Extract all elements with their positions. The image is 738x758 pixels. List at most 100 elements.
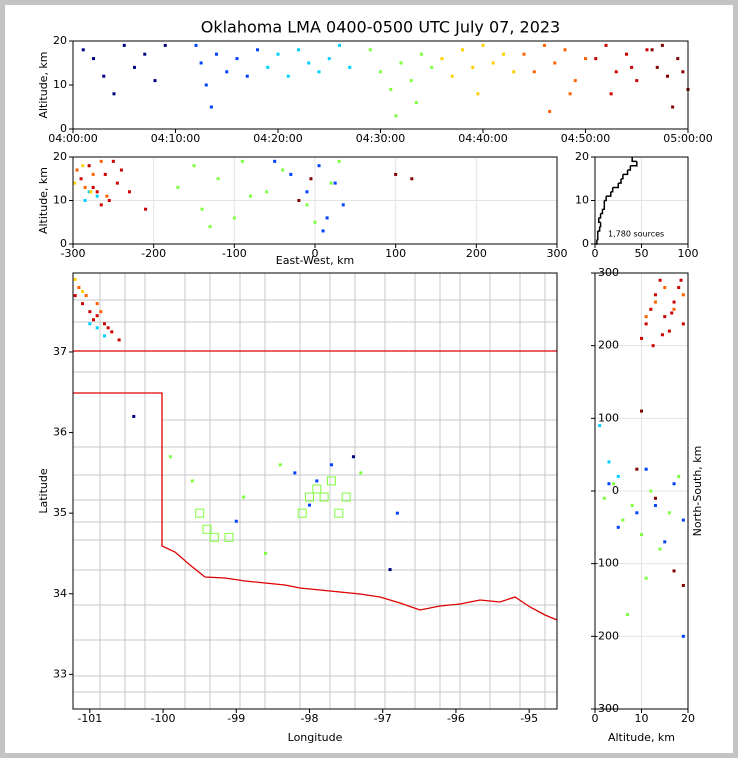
data-point (73, 294, 77, 298)
x-tick-label: 0 (312, 247, 319, 260)
data-point (640, 336, 643, 340)
data-point (242, 495, 246, 499)
data-point (649, 307, 653, 311)
data-point (91, 185, 95, 189)
data-point (105, 194, 109, 198)
data-point (103, 172, 107, 176)
data-point (476, 92, 480, 96)
data-point (658, 547, 662, 551)
data-point (117, 338, 121, 342)
data-point (273, 159, 277, 163)
y-axis-label: Altitude, km (37, 51, 50, 118)
data-point (334, 508, 344, 518)
data-point (95, 302, 99, 306)
data-point (102, 334, 106, 338)
plot-frame (72, 40, 689, 130)
data-point (224, 532, 234, 542)
data-point (326, 476, 336, 486)
data-point (677, 286, 681, 290)
data-point (107, 199, 111, 202)
x-tick-label: 04:30:00 (356, 132, 405, 145)
data-point (327, 57, 331, 61)
data-point (461, 48, 464, 52)
data-point (102, 322, 106, 326)
histogram-step (604, 196, 607, 202)
data-point (83, 199, 87, 202)
histogram-step (622, 170, 629, 176)
x-tick-label: 200 (466, 247, 487, 260)
data-point (663, 286, 667, 290)
x-tick-label: -95 (520, 712, 538, 725)
data-point (640, 409, 643, 413)
x-tick-label: 10 (635, 712, 649, 725)
data-point (79, 177, 83, 181)
data-point (225, 70, 229, 74)
data-point (84, 294, 88, 298)
y-axis-label: Altitude, km (37, 167, 50, 234)
data-point (102, 74, 106, 78)
data-point (512, 70, 516, 74)
figure-background (5, 5, 733, 753)
data-point (598, 424, 602, 428)
data-point (351, 455, 355, 459)
data-point (604, 43, 608, 47)
data-point (315, 479, 319, 483)
data-point (430, 65, 434, 69)
data-point (305, 492, 315, 502)
data-point (672, 569, 676, 573)
data-point (607, 460, 611, 464)
data-point (305, 190, 309, 194)
data-point (276, 52, 280, 56)
data-point (88, 310, 92, 314)
y-axis-label: Latitude (37, 468, 50, 514)
data-point (660, 43, 664, 47)
data-point (359, 471, 363, 475)
data-point (666, 74, 669, 78)
data-point (234, 519, 238, 523)
map-lines (73, 273, 558, 709)
x-tick-label: 04:20:00 (253, 132, 302, 145)
x-tick-label: -101 (77, 712, 102, 725)
data-point (651, 344, 655, 348)
data-point (307, 61, 311, 65)
data-point (278, 463, 282, 467)
data-point (176, 185, 180, 189)
x-axis-label: Altitude, km (608, 731, 675, 744)
data-point (681, 322, 685, 326)
histogram-step (597, 217, 601, 223)
data-point (81, 290, 85, 294)
x-tick-label: -99 (227, 712, 245, 725)
data-point (132, 414, 136, 418)
data-point (202, 524, 212, 534)
data-point (681, 70, 685, 74)
data-point (650, 48, 654, 52)
y-tick-label: 10 (53, 78, 67, 91)
plot-frame (72, 156, 558, 245)
histogram-step (602, 204, 606, 210)
data-point (644, 322, 648, 326)
histogram-step (621, 174, 624, 180)
data-point (73, 181, 77, 185)
data-point (99, 203, 103, 207)
data-point (681, 518, 685, 522)
data-point (110, 330, 114, 334)
county-lines (73, 273, 557, 709)
data-point (681, 293, 685, 297)
data-point (672, 307, 676, 311)
x-tick-label: 0 (592, 712, 599, 725)
chart-title: Oklahoma LMA 0400-0500 UTC July 07, 2023 (201, 18, 560, 37)
x-tick-label: -98 (301, 712, 319, 725)
y-tick-label: 37 (53, 345, 67, 358)
x-axis-label: Longitude (288, 731, 343, 744)
data-point (410, 177, 414, 181)
x-tick-label: -300 (61, 247, 86, 260)
data-point (602, 496, 606, 500)
data-point (409, 79, 413, 83)
state-boundary (73, 350, 558, 621)
data-point (240, 159, 244, 163)
data-point (81, 48, 85, 52)
data-point (379, 70, 382, 74)
histogram-step (598, 213, 602, 219)
data-point (111, 159, 115, 163)
data-point (329, 463, 333, 467)
